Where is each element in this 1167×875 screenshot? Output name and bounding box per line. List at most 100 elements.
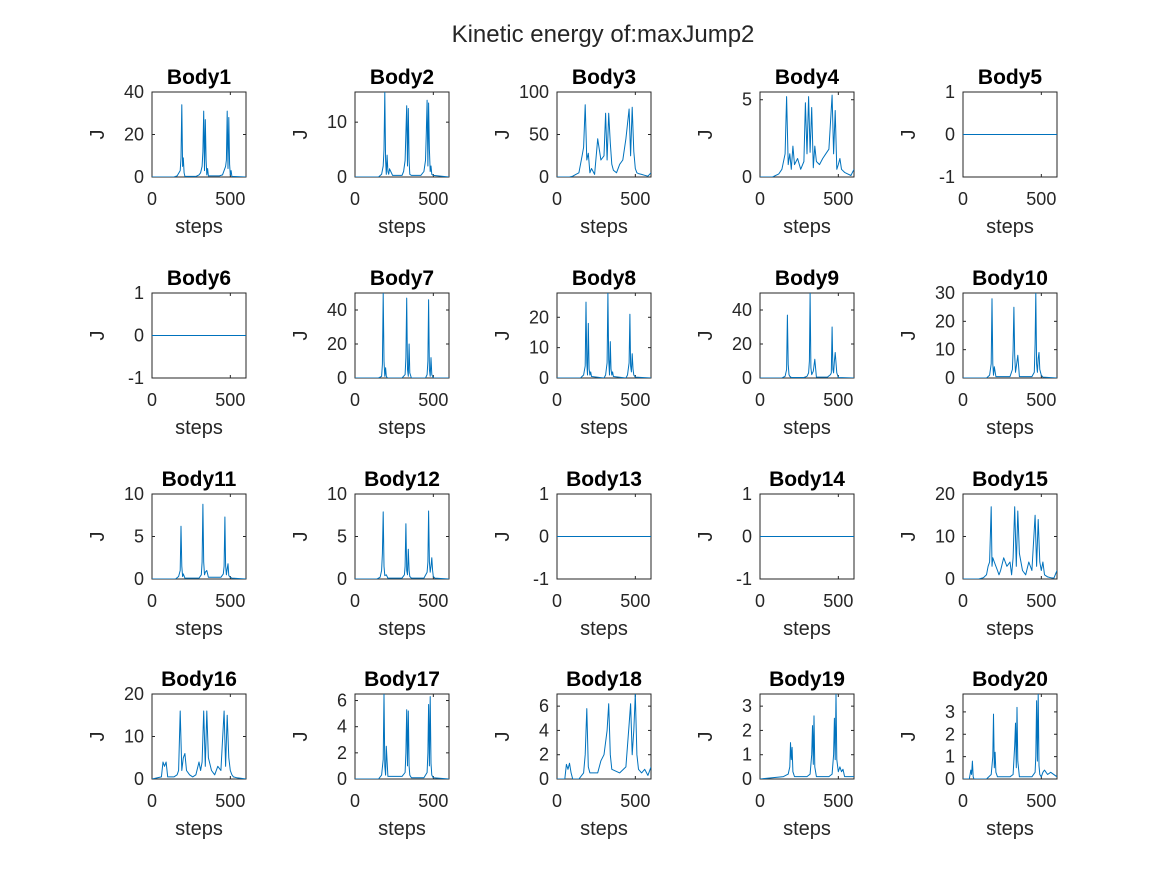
subplot-body7: 0 500 0 20 40 Body7 steps J — [290, 267, 450, 439]
y-axis-label: J — [87, 130, 109, 140]
kinetic-energy-line — [557, 104, 651, 177]
y-axis-label: J — [898, 532, 920, 542]
y-axis-label: J — [492, 130, 514, 140]
y-tick-label: 0 — [945, 569, 955, 589]
x-tick-label: 500 — [215, 791, 245, 811]
y-tick-label: 2 — [539, 745, 549, 765]
kinetic-energy-line — [760, 94, 854, 177]
plot-area — [759, 292, 855, 379]
y-tick-label: 0 — [742, 167, 752, 187]
x-tick-label: 0 — [350, 791, 360, 811]
y-axis-label: J — [695, 331, 717, 341]
x-axis-label: steps — [783, 618, 831, 640]
y-axis-label: J — [290, 331, 312, 341]
x-tick-label: 0 — [755, 791, 765, 811]
y-tick-label: 0 — [742, 368, 752, 388]
y-tick-label: 0 — [337, 569, 347, 589]
x-axis-label: steps — [378, 216, 426, 238]
subplot-body1: 0 500 0 20 40 Body1 steps J — [87, 66, 247, 238]
subplot-body16: 0 500 0 10 20 Body16 steps J — [87, 668, 247, 840]
plot-area — [151, 493, 247, 580]
y-axis-label: J — [290, 532, 312, 542]
subplot-body12: 0 500 0 5 10 Body12 steps J — [290, 468, 450, 640]
x-axis-label: steps — [783, 216, 831, 238]
x-axis-label: steps — [986, 417, 1034, 439]
y-axis-label: J — [87, 331, 109, 341]
y-tick-label: 20 — [935, 311, 955, 331]
x-axis-label: steps — [175, 818, 223, 840]
y-tick-label: 1 — [945, 747, 955, 767]
y-tick-label: 0 — [134, 326, 144, 346]
y-tick-label: 0 — [742, 527, 752, 547]
x-tick-label: 500 — [1026, 390, 1056, 410]
x-tick-label: 0 — [958, 390, 968, 410]
x-tick-label: 0 — [350, 189, 360, 209]
subplot-title: Body12 — [364, 468, 440, 491]
x-tick-label: 500 — [620, 791, 650, 811]
y-tick-label: 0 — [539, 167, 549, 187]
y-tick-label: 0 — [337, 769, 347, 789]
kinetic-energy-line — [760, 293, 854, 378]
x-axis-label: steps — [986, 618, 1034, 640]
x-axis-label: steps — [580, 818, 628, 840]
kinetic-energy-line — [152, 503, 246, 579]
y-tick-label: 0 — [945, 769, 955, 789]
x-tick-label: 0 — [147, 390, 157, 410]
y-axis-label: J — [492, 732, 514, 742]
y-tick-label: 6 — [539, 696, 549, 716]
x-axis-label: steps — [378, 618, 426, 640]
subplot-body3: 0 500 0 50 100 Body3 steps J — [492, 66, 652, 238]
x-axis-label: steps — [580, 417, 628, 439]
plot-area — [151, 693, 247, 780]
y-tick-label: 20 — [529, 307, 549, 327]
kinetic-energy-line — [760, 694, 854, 779]
x-tick-label: 0 — [147, 791, 157, 811]
x-tick-label: 500 — [215, 189, 245, 209]
y-tick-label: -1 — [128, 368, 144, 388]
plot-area — [556, 91, 652, 178]
y-axis-label: J — [898, 732, 920, 742]
plot-area — [556, 292, 652, 379]
subplot-title: Body7 — [370, 267, 434, 290]
y-tick-label: 0 — [134, 167, 144, 187]
y-tick-label: 0 — [945, 125, 955, 145]
y-tick-label: 1 — [539, 484, 549, 504]
x-tick-label: 500 — [215, 390, 245, 410]
y-axis-label: J — [290, 732, 312, 742]
y-tick-label: 3 — [945, 702, 955, 722]
plot-area — [151, 91, 247, 178]
x-tick-label: 500 — [620, 591, 650, 611]
x-tick-label: 500 — [418, 189, 448, 209]
subplot-title: Body5 — [978, 66, 1043, 89]
y-tick-label: -1 — [533, 569, 549, 589]
x-tick-label: 500 — [418, 791, 448, 811]
x-tick-label: 0 — [958, 189, 968, 209]
y-tick-label: 10 — [124, 484, 144, 504]
subplot-title: Body4 — [775, 66, 840, 89]
x-tick-label: 0 — [147, 591, 157, 611]
x-axis-label: steps — [175, 417, 223, 439]
plot-area — [354, 91, 450, 178]
plot-area — [962, 292, 1058, 379]
x-tick-label: 500 — [418, 390, 448, 410]
x-tick-label: 0 — [958, 591, 968, 611]
y-tick-label: 0 — [337, 167, 347, 187]
x-axis-label: steps — [175, 216, 223, 238]
subplot-title: Body9 — [775, 267, 839, 290]
y-tick-label: 0 — [539, 368, 549, 388]
y-tick-label: 1 — [742, 745, 752, 765]
x-tick-label: 0 — [350, 390, 360, 410]
y-tick-label: 10 — [935, 527, 955, 547]
x-axis-label: steps — [783, 818, 831, 840]
x-tick-label: 0 — [755, 390, 765, 410]
y-tick-label: 3 — [742, 696, 752, 716]
kinetic-energy-line — [963, 293, 1057, 378]
y-tick-label: 0 — [945, 368, 955, 388]
y-tick-label: 4 — [539, 720, 549, 740]
x-tick-label: 500 — [418, 591, 448, 611]
kinetic-energy-line — [963, 506, 1057, 579]
y-tick-label: 1 — [134, 283, 144, 303]
y-tick-label: 5 — [742, 90, 752, 110]
